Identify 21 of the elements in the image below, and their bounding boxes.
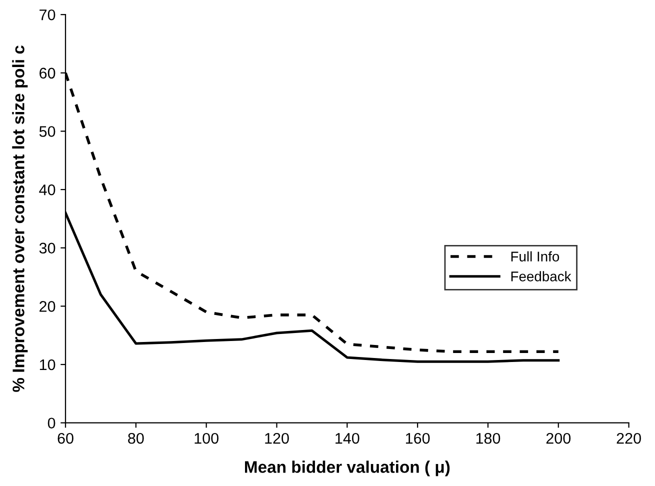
x-tick-label: 60 (58, 432, 74, 444)
y-tick-label: 50 (39, 126, 56, 137)
y-tick-label: 30 (39, 242, 56, 254)
y-tick-label: 60 (40, 68, 56, 79)
y-tick-label: 10 (40, 359, 56, 370)
x-tick-label: 140 (336, 432, 360, 444)
x-tick-label: 160 (406, 432, 430, 444)
legend-label: Full Info (511, 251, 560, 262)
x-axis-title: Mean bidder valuation ( μ) (245, 460, 450, 476)
x-tick-label: 200 (546, 432, 571, 444)
y-tick-label: 20 (40, 301, 56, 312)
legend-label: Feedback (511, 271, 572, 282)
x-tick-label: 220 (616, 432, 641, 444)
y-tick-label: 70 (40, 9, 56, 20)
y-axis-title: % Improvement over constant lot size poli c (12, 46, 28, 392)
x-tick-label: 180 (476, 432, 500, 444)
x-tick-label: 80 (128, 432, 144, 444)
y-tick-label: 0 (48, 418, 56, 429)
x-tick-label: 100 (194, 432, 218, 444)
x-tick-label: 120 (265, 432, 289, 444)
y-tick-label: 40 (39, 184, 56, 196)
